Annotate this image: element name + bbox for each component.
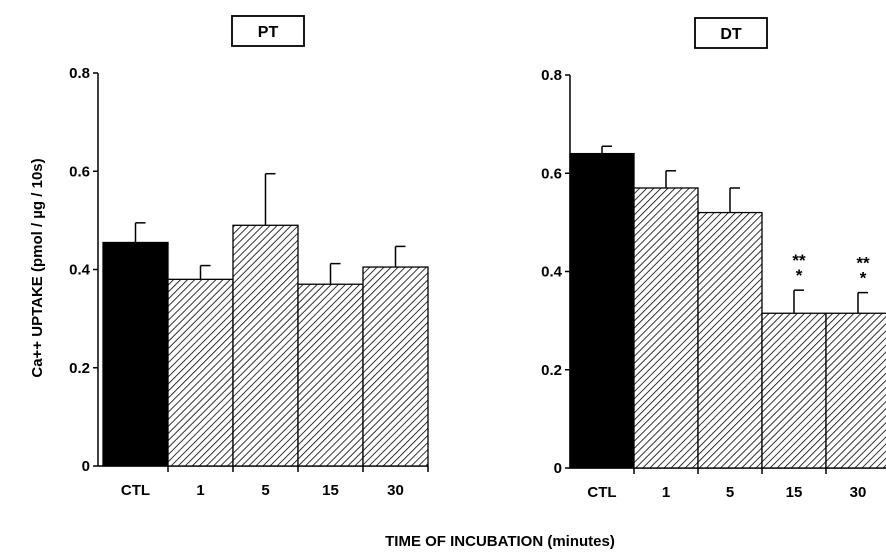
panel-title: DT <box>720 26 742 43</box>
y-tick-label: 0.8 <box>69 65 90 82</box>
bar <box>297 283 364 467</box>
bar <box>633 187 699 469</box>
x-tick-label: CTL <box>587 484 616 501</box>
bar <box>761 312 827 469</box>
x-tick-label: 15 <box>322 482 339 499</box>
bar <box>569 152 635 469</box>
panel-title-box <box>694 17 768 49</box>
bar <box>362 266 429 467</box>
panel-title: PT <box>258 24 279 41</box>
bar <box>697 211 763 469</box>
bar <box>102 241 169 467</box>
x-tick-label: CTL <box>121 482 150 499</box>
bar <box>232 224 299 467</box>
significance-mark: * <box>796 266 803 285</box>
x-tick-label: 15 <box>786 484 803 501</box>
y-tick-label: 0 <box>554 460 562 477</box>
y-tick-label: 0.2 <box>69 360 90 377</box>
y-tick-label: 0.6 <box>541 165 562 182</box>
y-axis-title: Ca++ UPTAKE (pmol / µg / 10s) <box>29 158 46 377</box>
panel-title-box <box>231 15 305 47</box>
y-tick-label: 0 <box>82 458 90 475</box>
y-tick-label: 0.2 <box>541 362 562 379</box>
significance-mark: ** <box>856 254 870 273</box>
x-tick-label: 5 <box>726 484 734 501</box>
y-tick-label: 0.4 <box>69 262 91 279</box>
x-tick-label: 1 <box>196 482 204 499</box>
significance-mark: ** <box>792 251 806 270</box>
x-tick-label: 30 <box>387 482 404 499</box>
significance-mark: * <box>860 269 867 288</box>
x-axis-title: TIME OF INCUBATION (minutes) <box>385 533 615 550</box>
x-tick-label: 30 <box>850 484 867 501</box>
x-tick-label: 5 <box>261 482 269 499</box>
x-tick-label: 1 <box>662 484 670 501</box>
bar <box>167 278 234 467</box>
bar <box>825 312 886 469</box>
y-tick-label: 0.6 <box>69 163 90 180</box>
y-tick-label: 0.8 <box>541 67 562 84</box>
y-tick-label: 0.4 <box>541 264 563 281</box>
